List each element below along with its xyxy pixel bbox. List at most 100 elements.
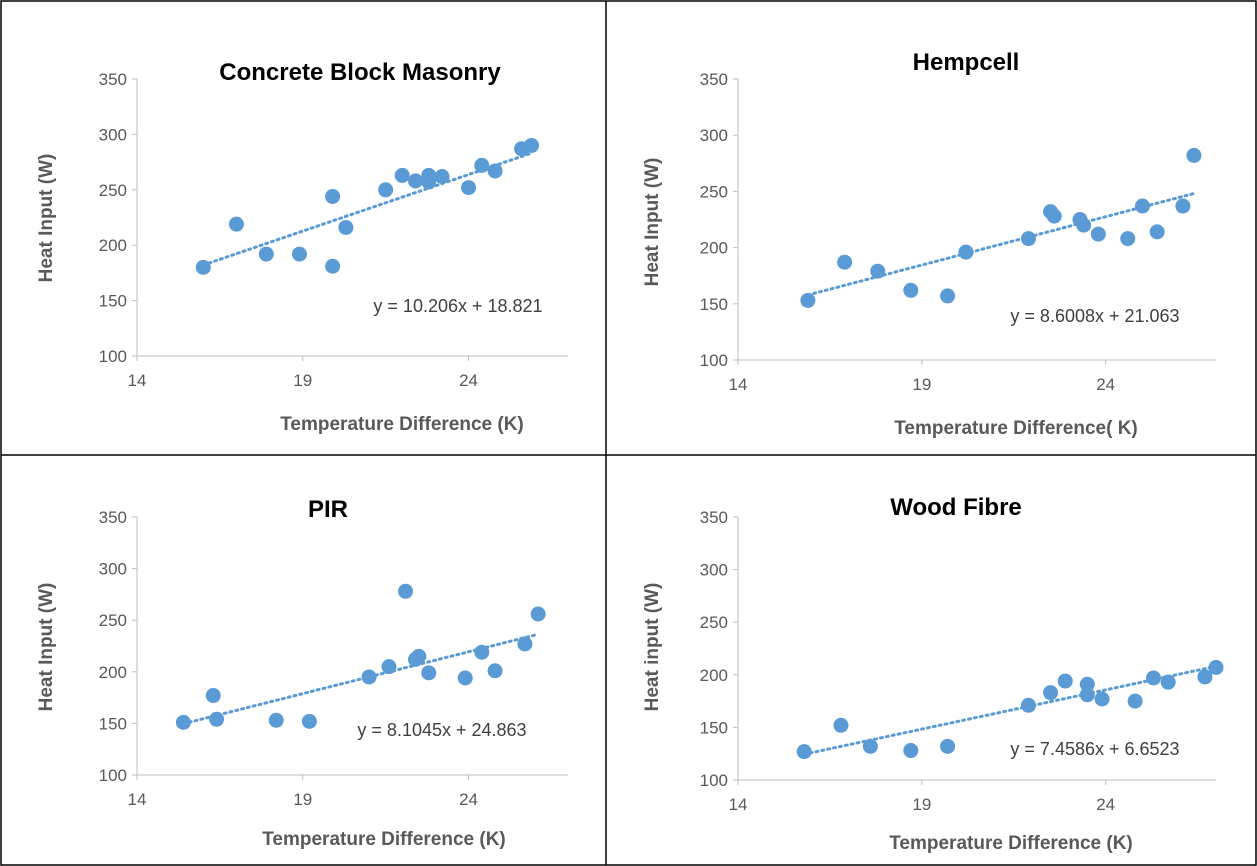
x-tick-label: 19 <box>293 790 312 809</box>
data-point <box>461 180 477 196</box>
data-point <box>434 169 450 185</box>
y-tick-label: 200 <box>700 666 728 685</box>
data-point <box>862 738 878 754</box>
data-point <box>394 167 410 183</box>
y-tick-label: 200 <box>700 239 728 258</box>
data-point <box>411 648 427 664</box>
data-point <box>325 258 341 274</box>
y-axis-label: Heat input (W) <box>642 583 663 712</box>
data-point <box>1043 685 1059 701</box>
x-tick-label: 24 <box>459 790 478 809</box>
data-point <box>1120 231 1136 247</box>
y-tick-label: 300 <box>99 560 127 579</box>
data-point <box>940 288 956 304</box>
data-point <box>1208 659 1224 675</box>
data-point <box>338 219 354 235</box>
data-point <box>474 157 490 173</box>
y-tick-label: 200 <box>99 663 127 682</box>
chart-wood-fibre: 100 150 200 250 300 350 14 19 24 Wood Fibre y = 7.… <box>642 494 1224 854</box>
data-point <box>1127 693 1143 709</box>
chart-title: Concrete Block Masonry <box>219 59 501 86</box>
y-axis-label: Heat Input (W) <box>642 158 663 287</box>
y-tick-label: 250 <box>700 613 728 632</box>
data-point <box>1020 697 1036 713</box>
x-tick-label: 19 <box>912 375 931 394</box>
y-tick-label: 150 <box>700 718 728 737</box>
trendline-equation: y = 7.4586x + 6.6523 <box>1010 739 1179 759</box>
y-tick-label: 150 <box>700 295 728 314</box>
data-point <box>1134 198 1150 214</box>
chart-title: Wood Fibre <box>890 494 1022 521</box>
data-point <box>833 717 849 733</box>
data-point <box>837 254 853 270</box>
data-point <box>407 173 423 189</box>
data-point <box>381 659 397 675</box>
x-axis-label: Temperature Difference (K) <box>280 414 524 435</box>
data-point <box>457 670 473 686</box>
data-point <box>421 665 437 681</box>
data-point <box>421 174 437 190</box>
y-tick-label: 350 <box>700 70 728 89</box>
data-point <box>1090 226 1106 242</box>
chart-title: PIR <box>308 496 348 523</box>
data-point <box>487 663 503 679</box>
y-axis-label: Heat Input (W) <box>36 154 57 283</box>
data-point <box>205 688 221 704</box>
x-tick-label: 14 <box>128 790 147 809</box>
trendline-equation: y = 8.1045x + 24.863 <box>357 720 526 740</box>
data-point <box>940 738 956 754</box>
data-point <box>175 714 191 730</box>
data-point <box>1149 224 1165 240</box>
x-tick-label: 24 <box>1096 795 1115 814</box>
x-tick-label: 14 <box>729 375 748 394</box>
y-tick-label: 300 <box>99 125 127 144</box>
data-point <box>325 188 341 204</box>
x-tick-label: 14 <box>128 371 147 390</box>
data-point <box>870 263 886 279</box>
trendline <box>806 192 1196 297</box>
data-point <box>903 743 919 759</box>
data-point <box>1057 673 1073 689</box>
x-axis-label: Temperature Difference (K) <box>889 833 1133 854</box>
y-tick-label: 200 <box>99 236 127 255</box>
y-tick-label: 350 <box>99 70 127 89</box>
data-point <box>487 163 503 179</box>
trendline-equation: y = 10.206x + 18.821 <box>373 296 542 316</box>
data-point <box>1160 674 1176 690</box>
data-point <box>1076 217 1092 233</box>
data-point <box>1175 198 1191 214</box>
data-point <box>903 282 919 298</box>
x-tick-label: 19 <box>912 795 931 814</box>
data-point <box>1079 676 1095 692</box>
chart-pir: 100 150 200 250 300 350 14 19 24 PIR y = 8.1045x +… <box>36 496 568 850</box>
data-point <box>800 292 816 308</box>
data-point <box>524 137 540 153</box>
x-tick-label: 19 <box>293 371 312 390</box>
x-tick-label: 24 <box>459 371 478 390</box>
data-point <box>195 259 211 275</box>
data-point <box>1197 669 1213 685</box>
y-tick-label: 100 <box>700 771 728 790</box>
y-tick-label: 350 <box>99 508 127 527</box>
data-point <box>1145 670 1161 686</box>
data-point <box>291 246 307 262</box>
data-point <box>378 182 394 198</box>
data-point <box>258 246 274 262</box>
data-point <box>1079 687 1095 703</box>
y-tick-label: 100 <box>99 347 127 366</box>
chart-title: Hempcell <box>913 49 1020 76</box>
y-tick-label: 250 <box>700 182 728 201</box>
y-tick-label: 250 <box>99 611 127 630</box>
y-tick-label: 300 <box>700 561 728 580</box>
data-point <box>361 669 377 685</box>
y-tick-label: 100 <box>99 766 127 785</box>
data-point <box>398 583 414 599</box>
trendline <box>201 151 534 267</box>
data-point <box>228 216 244 232</box>
y-tick-label: 250 <box>99 181 127 200</box>
y-tick-label: 150 <box>99 714 127 733</box>
data-point <box>1094 691 1110 707</box>
data-point <box>530 606 546 622</box>
x-tick-label: 14 <box>729 795 748 814</box>
